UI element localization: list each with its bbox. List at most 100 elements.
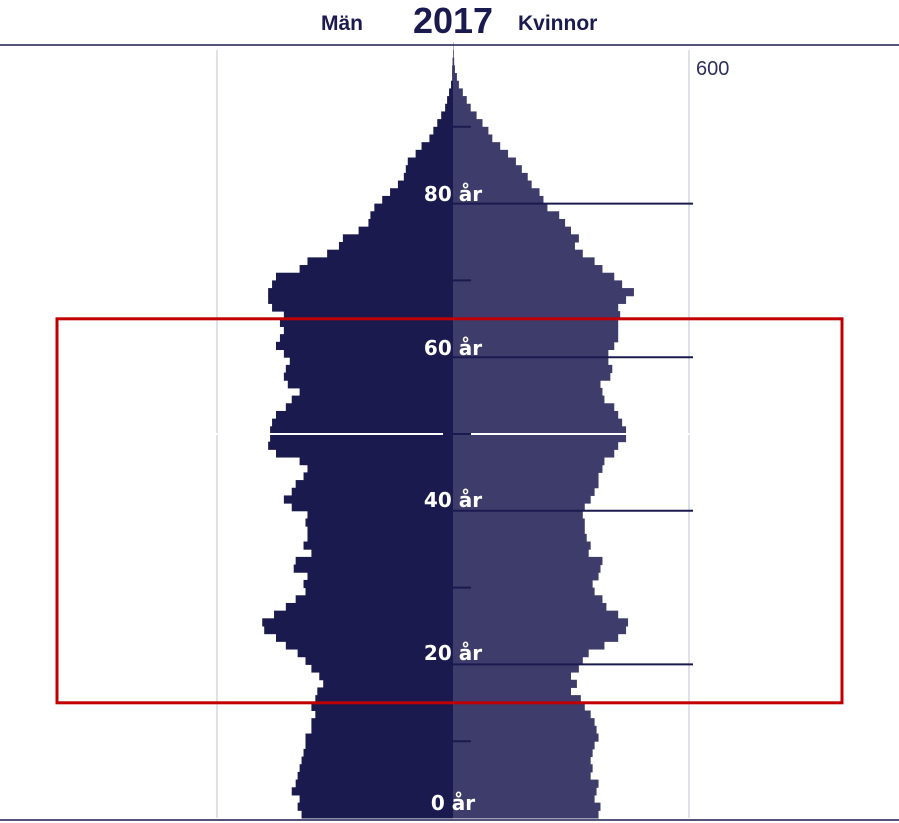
women-bar-age-83: [453, 172, 528, 182]
women-bar-age-55: [453, 387, 603, 397]
women-bar-age-33: [453, 556, 603, 566]
women-bar-age-20: [453, 656, 583, 665]
men-bar-age-59: [289, 357, 453, 366]
women-bar-age-39: [453, 510, 583, 519]
men-bar-age-80: [382, 195, 453, 205]
women-bar-age-38: [453, 518, 585, 527]
men-bar-age-49: [270, 434, 453, 443]
men-bar-age-16: [317, 687, 453, 696]
men-bar-age-93: [447, 96, 453, 105]
women-bar-age-29: [453, 587, 595, 596]
men-bar-age-36: [307, 533, 453, 543]
women-bar-age-73: [453, 249, 583, 258]
women-bar-age-26: [453, 610, 619, 619]
men-bar-age-27: [285, 602, 453, 612]
men-bar-age-38: [305, 518, 453, 527]
women-bar-age-96: [453, 73, 457, 82]
age-labels: 0 år 20 år 40 år 60 år 80 år: [424, 182, 482, 815]
men-bar-age-57: [283, 372, 453, 381]
women-bar-age-79: [453, 203, 548, 212]
x-tick-600: 600: [696, 58, 729, 80]
men-bar-age-33: [295, 556, 453, 566]
men-bar-age-15: [315, 695, 453, 704]
women-bar-age-9: [453, 741, 595, 750]
women-bar-age-81: [453, 188, 540, 197]
women-bar-age-8: [453, 748, 593, 758]
men-bar-age-60: [283, 349, 453, 358]
men-bar-age-55: [299, 387, 453, 397]
women-bar-age-86: [453, 149, 509, 159]
women-bar-age-58: [453, 364, 613, 374]
women-bar-age-50: [453, 426, 627, 435]
women-bar-age-10: [453, 733, 599, 742]
age-ticks: [418, 125, 693, 743]
women-bar-age-59: [453, 357, 609, 366]
men-bar-age-13: [315, 710, 453, 719]
women-bar-age-54: [453, 395, 605, 404]
men-bar-age-11: [311, 725, 453, 735]
men-bar-age-35: [303, 541, 453, 550]
women-label: Kvinnor: [518, 12, 597, 35]
men-bar-age-7: [301, 756, 453, 765]
women-bar-age-57: [453, 372, 611, 381]
men-bar-age-30: [303, 579, 453, 589]
men-bar-age-48: [268, 441, 453, 450]
women-bar-age-0: [453, 810, 599, 819]
women-bar-age-2: [453, 794, 595, 804]
women-bar-age-15: [453, 695, 581, 704]
men-bar-age-21: [297, 649, 453, 658]
women-bar-age-7: [453, 756, 591, 765]
women-bar-age-24: [453, 626, 627, 635]
women-bar-age-93: [453, 96, 467, 105]
men-bar-age-45: [307, 464, 453, 473]
men-bar-age-64: [279, 318, 453, 327]
women-bar-age-94: [453, 88, 463, 97]
men-bar-age-6: [299, 764, 453, 773]
men-bar-age-39: [307, 510, 453, 519]
men-bar-age-71: [299, 265, 453, 274]
men-bar-age-53: [285, 403, 453, 412]
men-bar-age-90: [437, 119, 453, 128]
women-bar-age-19: [453, 664, 579, 673]
women-bar-age-92: [453, 103, 471, 112]
women-bar-age-44: [453, 472, 599, 481]
men-bar-age-9: [305, 741, 453, 750]
men-bar-age-88: [429, 134, 453, 143]
women-bar-age-90: [453, 119, 483, 128]
men-bar-age-96: [452, 73, 453, 82]
men-bar-age-79: [374, 203, 453, 212]
men-bar-age-50: [270, 426, 453, 435]
men-bar-age-3: [291, 787, 453, 796]
women-bar-age-6: [453, 764, 593, 773]
men-bar-age-68: [268, 288, 453, 297]
women-bar-age-56: [453, 380, 601, 389]
age-label-0: 0 år: [431, 791, 475, 815]
women-bar-age-82: [453, 180, 532, 189]
men-bar-age-67: [268, 295, 453, 304]
men-bar-age-24: [264, 626, 453, 635]
men-bar-age-66: [272, 303, 453, 312]
men-bar-age-43: [295, 480, 453, 489]
women-bar-age-12: [453, 718, 595, 727]
men-bar-age-69: [272, 280, 453, 289]
men-bar-age-85: [407, 157, 453, 166]
women-bar-age-67: [453, 295, 627, 304]
men-bar-age-23: [276, 633, 453, 642]
women-bar-age-49: [453, 434, 627, 443]
men-bar-age-83: [403, 172, 453, 182]
men-bar-age-95: [451, 80, 453, 89]
men-bar-age-32: [293, 564, 453, 573]
women-bar-age-25: [453, 618, 629, 627]
women-bar-age-61: [453, 341, 615, 351]
women-bar-age-98: [453, 57, 455, 66]
women-bar-age-36: [453, 533, 587, 543]
men-bar-age-51: [272, 418, 453, 427]
women-bar-age-13: [453, 710, 591, 719]
men-bar-age-19: [311, 664, 453, 673]
men-bar-age-41: [283, 495, 453, 504]
men-bar-age-78: [370, 211, 453, 220]
men-bars: [262, 57, 453, 819]
women-bar-age-64: [453, 318, 619, 327]
women-bar-age-22: [453, 641, 605, 650]
